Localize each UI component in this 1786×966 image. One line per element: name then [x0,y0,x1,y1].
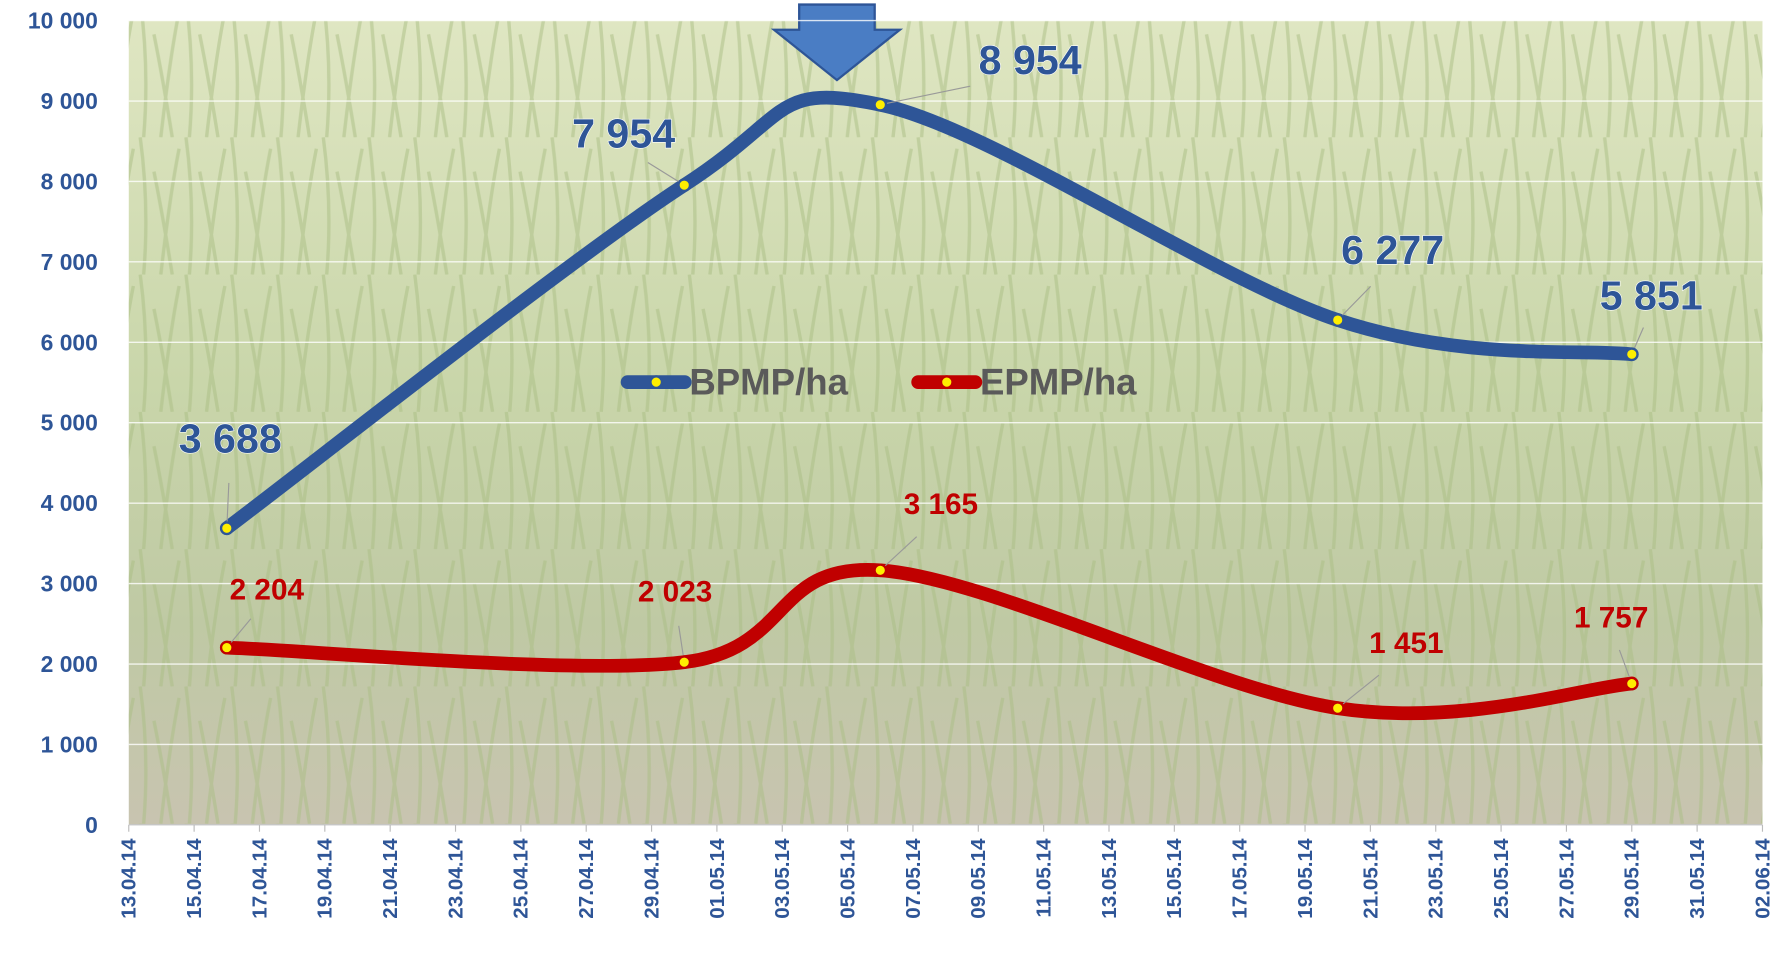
point-marker [873,563,888,578]
x-tick-label: 01.05.14 [706,838,729,919]
x-tick-label: 25.05.14 [1490,838,1513,919]
data-label: 5 851 [1600,273,1703,319]
x-tick-label: 29.04.14 [640,838,663,919]
x-tick-label: 07.05.14 [902,838,925,919]
leader-line [879,536,918,571]
x-tick-label: 15.05.14 [1163,838,1186,919]
data-label: 2 204 [230,574,305,607]
x-tick-label: 19.05.14 [1294,838,1317,919]
y-tick-label: 5 000 [41,410,98,436]
x-tick-label: 13.05.14 [1098,838,1121,919]
data-label: 6 277 [1341,227,1444,273]
y-tick-label: 7 000 [41,249,98,275]
x-tick-label: 23.04.14 [444,838,467,919]
y-tick-label: 3 000 [41,571,98,597]
x-tick-label: 11.05.14 [1033,838,1056,918]
legend-marker [649,375,664,389]
peak-arrow [770,3,904,82]
x-tick-label: 17.04.14 [248,838,271,919]
leader-line [1337,674,1380,709]
leader-line [1337,285,1372,321]
y-tick-label: 0 [85,812,98,838]
x-tick-label: 02.06.14 [1751,838,1774,919]
x-tick-label: 21.04.14 [379,838,402,919]
x-tick-label: 23.05.14 [1425,838,1448,919]
x-tick-label: 13.04.14 [118,838,141,919]
point-marker [677,178,692,193]
leader-line [880,85,971,106]
x-tick-label: 03.05.14 [771,838,794,919]
leader-line [226,482,230,529]
leader-line [647,162,685,186]
x-tick-label: 29.05.14 [1621,838,1644,919]
data-label: 3 688 [179,416,282,462]
legend-marker [939,375,954,389]
data-label: 1 757 [1574,601,1648,634]
point-marker [873,97,888,112]
y-tick-label: 9 000 [41,88,98,114]
point-marker [1624,347,1639,362]
x-tick-label: 31.05.14 [1686,838,1709,919]
x-tick-label: 17.05.14 [1229,838,1252,919]
legend-label: BPMP/ha [689,362,848,403]
y-tick-label: 4 000 [41,490,98,516]
point-marker [677,655,692,670]
data-label: 7 954 [572,110,675,156]
y-tick-label: 8 000 [41,168,98,194]
point-marker [219,521,234,536]
data-label: 8 954 [979,37,1082,83]
data-label: 2 023 [638,576,712,609]
point-marker [1624,676,1639,691]
x-tick-label: 25.04.14 [510,838,533,919]
point-marker [1330,313,1345,327]
y-tick-label: 10 000 [28,8,98,34]
data-label: 1 451 [1369,627,1443,660]
x-tick-label: 21.05.14 [1359,838,1382,919]
point-marker [219,640,234,655]
legend-label: EPMP/ha [980,362,1137,403]
y-tick-label: 1 000 [41,731,98,757]
y-tick-label: 6 000 [41,329,98,355]
x-tick-label: 27.05.14 [1555,838,1578,919]
point-marker [1330,701,1345,716]
y-tick-label: 2 000 [41,651,98,677]
x-tick-label: 15.04.14 [183,838,206,919]
data-label: 3 165 [904,488,978,521]
x-tick-label: 27.04.14 [575,838,598,919]
x-tick-label: 09.05.14 [967,838,990,919]
x-tick-label: 05.05.14 [836,838,859,919]
x-tick-label: 19.04.14 [314,838,337,919]
